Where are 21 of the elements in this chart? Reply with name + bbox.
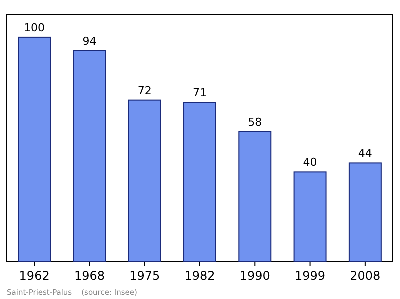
data-label: 100 — [24, 21, 46, 34]
x-tick-label: 1968 — [74, 269, 105, 283]
data-label: 58 — [248, 116, 262, 129]
x-tick-label: 1962 — [19, 269, 50, 283]
data-label: 40 — [303, 156, 318, 170]
data-label: 44 — [358, 147, 372, 160]
x-tick-label: 1999 — [295, 269, 326, 283]
bar — [294, 172, 327, 262]
bar — [184, 102, 216, 262]
bar — [18, 36, 52, 262]
bar — [238, 131, 272, 262]
data-label: 94 — [82, 34, 97, 48]
x-tick-label: 1990 — [240, 269, 270, 283]
bar — [128, 100, 162, 262]
bar — [348, 162, 382, 262]
x-tick-label: 1982 — [184, 269, 216, 283]
data-label: 72 — [138, 84, 152, 98]
data-label: 71 — [193, 86, 207, 100]
bar — [73, 50, 106, 262]
x-tick-label: 2008 — [350, 269, 381, 283]
x-tick-label: 1975 — [130, 269, 160, 283]
